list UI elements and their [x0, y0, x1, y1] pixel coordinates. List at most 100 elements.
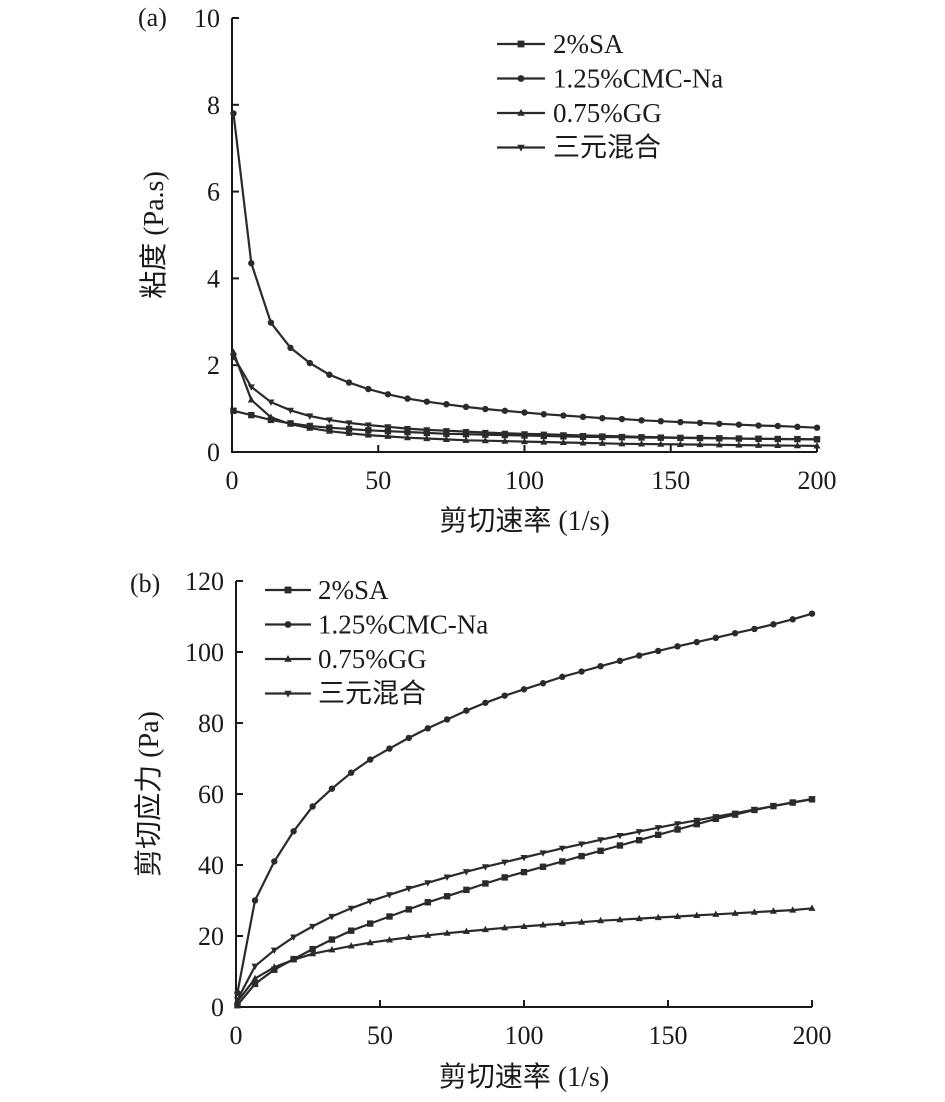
x-tick-label: 0 [226, 466, 239, 495]
y-tick-label: 120 [185, 567, 224, 596]
data-point [618, 439, 626, 447]
data-point [287, 344, 294, 352]
data-point [769, 803, 777, 810]
data-point [347, 942, 355, 949]
data-point [501, 859, 509, 866]
data-point [657, 434, 665, 442]
data-point [443, 401, 450, 408]
data-point [559, 673, 566, 681]
data-point [366, 898, 374, 906]
data-point [234, 1002, 241, 1009]
y-tick-label: 6 [207, 178, 220, 207]
data-point [328, 936, 336, 943]
data-point [345, 379, 353, 386]
legend-label: 0.75%GG [553, 98, 662, 128]
data-point [655, 647, 662, 655]
data-point [482, 880, 489, 887]
y-tick-label: 100 [185, 638, 224, 667]
data-point [597, 837, 605, 844]
data-point [558, 845, 566, 853]
data-point [462, 436, 470, 443]
data-point [558, 919, 566, 927]
data-point [247, 384, 255, 391]
data-point [482, 405, 489, 413]
data-point [384, 432, 392, 439]
series-2 [233, 904, 816, 1005]
data-point [793, 436, 801, 444]
data-point [482, 699, 489, 706]
data-point [270, 963, 278, 970]
data-point [676, 435, 684, 442]
data-point [540, 411, 548, 418]
data-point [521, 409, 528, 416]
legend-marker [284, 654, 292, 662]
series-line [236, 797, 813, 1001]
data-point [712, 814, 720, 821]
data-point [328, 946, 336, 953]
data-point [230, 407, 237, 414]
data-point [696, 440, 704, 448]
panel-label: (a) [138, 3, 167, 32]
chart-panel-b: 0 50 100 150 200 0 20 40 60 80 100 120 剪切速率 (1/s) 剪切应… [130, 567, 832, 1093]
data-point [501, 923, 509, 931]
data-point [616, 657, 624, 665]
data-point [309, 949, 317, 957]
data-point [578, 852, 585, 860]
data-point [735, 441, 743, 448]
data-point [229, 353, 237, 361]
data-point [364, 422, 372, 429]
data-point [520, 437, 529, 445]
data-point [481, 925, 489, 933]
data-point [385, 892, 394, 899]
data-point [789, 799, 797, 807]
x-tick-label: 200 [793, 1021, 832, 1050]
data-point [731, 810, 739, 818]
y-tick-label: 4 [207, 264, 220, 293]
data-point [248, 260, 255, 267]
legend-label: 0.75%GG [318, 644, 427, 674]
data-point [309, 803, 316, 810]
data-point [539, 680, 547, 687]
data-point [696, 419, 704, 427]
x-tick-label: 100 [505, 466, 544, 495]
data-point [657, 417, 665, 425]
data-point [769, 907, 777, 914]
data-point [442, 435, 450, 442]
data-point [462, 869, 470, 876]
data-point [597, 916, 605, 924]
data-point [251, 974, 259, 982]
data-point [520, 686, 528, 693]
x-tick-label: 150 [651, 466, 690, 495]
data-point [365, 385, 372, 393]
data-point [559, 438, 567, 446]
data-point [559, 858, 566, 865]
data-point [693, 820, 700, 828]
data-point [774, 422, 782, 430]
data-point [270, 947, 278, 955]
data-point [731, 629, 739, 637]
data-point [578, 918, 586, 925]
data-point [774, 441, 782, 449]
chart-panel-a: 0 50 100 150 200 0 2 4 6 8 10 剪切速率 (1/s) 粘度 (Pa.s) (a… [138, 3, 837, 537]
data-point [693, 911, 701, 918]
series-3 [229, 353, 821, 444]
data-point [774, 436, 782, 443]
data-point [404, 395, 411, 402]
data-point [325, 417, 333, 424]
data-point [501, 692, 508, 699]
data-point [674, 826, 681, 833]
series-1 [230, 110, 821, 431]
data-point [424, 899, 432, 906]
data-point [443, 893, 451, 900]
data-point [345, 429, 353, 436]
data-point [597, 663, 604, 670]
data-point [481, 429, 489, 437]
series-3 [233, 796, 816, 1004]
data-point [267, 399, 275, 406]
legend-marker [284, 586, 292, 594]
data-point [251, 897, 259, 904]
data-point [616, 842, 624, 849]
data-point [715, 435, 723, 442]
series-line [236, 907, 813, 1003]
data-point [755, 422, 762, 429]
